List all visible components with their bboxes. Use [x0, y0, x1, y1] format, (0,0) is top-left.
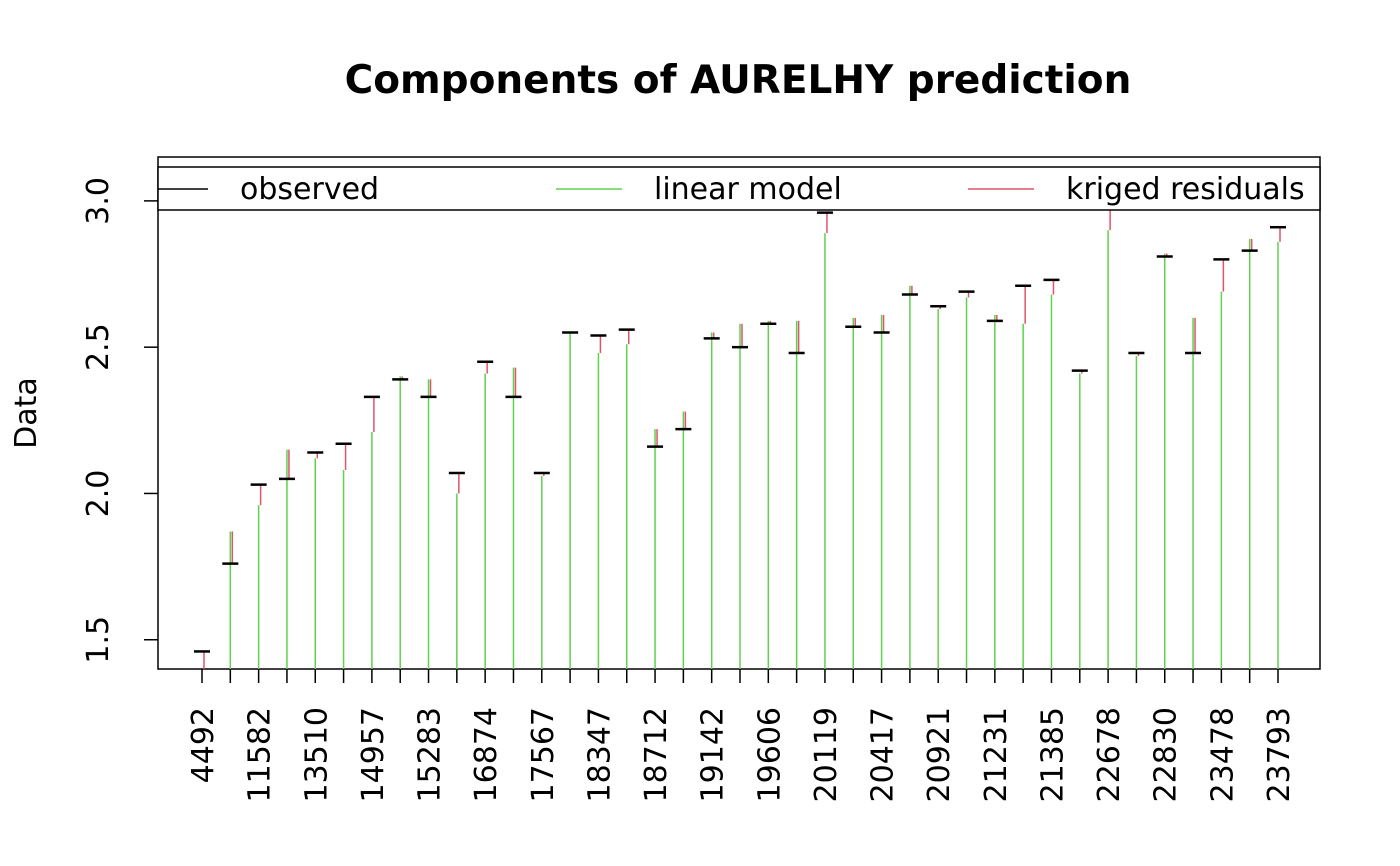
- x-tick-label: 20921: [922, 707, 957, 802]
- legend-label-observed: observed: [240, 172, 379, 207]
- y-axis-label: Data: [9, 377, 44, 449]
- y-tick-label: 3.0: [81, 177, 116, 225]
- y-tick-label: 2.5: [81, 323, 116, 371]
- x-tick-label: 18347: [582, 707, 617, 802]
- y-tick-label: 1.5: [81, 616, 116, 664]
- x-tick-label: 21385: [1035, 707, 1070, 802]
- x-tick-label: 22830: [1149, 707, 1184, 802]
- plot-area: [157, 156, 1321, 670]
- series-layer: [194, 205, 1286, 669]
- chart-title: Components of AURELHY prediction: [345, 58, 1132, 103]
- x-axis: 4492 11582 13510 14957 15283 16874 17567 18347 1…: [186, 669, 1297, 802]
- x-tick-label: 19142: [696, 707, 731, 802]
- y-axis: 1.5 2.0 2.5 3.0: [81, 177, 158, 664]
- x-tick-label: 14957: [356, 707, 391, 802]
- x-tick-label: 23793: [1262, 707, 1297, 802]
- x-tick-label: 21231: [979, 707, 1014, 802]
- x-tick-label: 19606: [752, 707, 787, 802]
- x-tick-label: 22678: [1092, 707, 1127, 802]
- legend: observed linear model kriged residuals: [157, 166, 1321, 211]
- x-tick-label: 15283: [413, 707, 448, 802]
- x-tick-label: 11582: [243, 707, 278, 802]
- x-tick-label: 17567: [526, 707, 561, 802]
- x-tick-label: 23478: [1205, 707, 1240, 802]
- legend-label-kriged-residuals: kriged residuals: [1066, 172, 1305, 207]
- legend-box: [157, 166, 1321, 211]
- x-tick-label: 20417: [866, 707, 901, 802]
- x-tick-label: 16874: [469, 707, 504, 802]
- y-tick-label: 2.0: [81, 470, 116, 518]
- x-tick-label: 20119: [809, 707, 844, 802]
- x-tick-label: 18712: [639, 707, 674, 802]
- x-tick-label: 13510: [299, 707, 334, 802]
- x-tick-label: 4492: [186, 707, 221, 783]
- legend-label-linear-model: linear model: [654, 172, 842, 207]
